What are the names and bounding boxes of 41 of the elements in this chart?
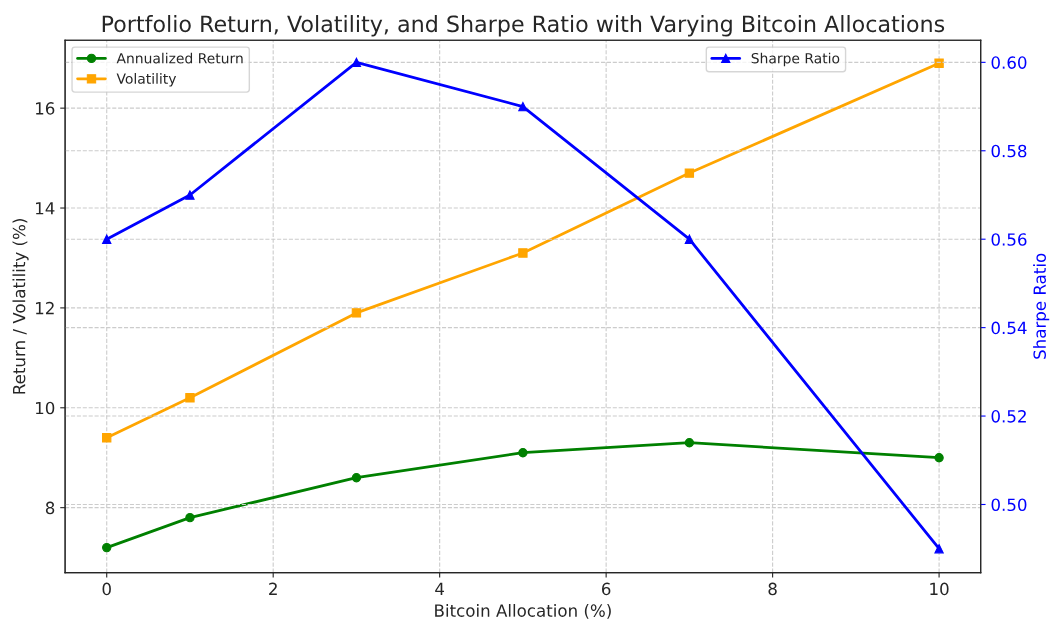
y2-axis-title: Sharpe Ratio (1033, 253, 1050, 359)
point (934, 544, 944, 554)
y2-tick-label: 0.60 (991, 56, 1027, 69)
y-axis-title: Return / Volatility (%) (12, 219, 29, 394)
y-tick-label: 10 (36, 401, 55, 415)
x-axis-title: Bitcoin Allocation (%) (435, 603, 611, 619)
point (934, 453, 944, 463)
point (185, 190, 195, 200)
y-tick-label: 14 (36, 202, 55, 215)
y2-tick-label: 0.50 (991, 498, 1027, 512)
legend-label: Volatility (116, 73, 177, 87)
x-tick-label: 0 (102, 582, 111, 596)
x-tick-label: 4 (435, 582, 445, 595)
point (684, 438, 695, 448)
y2-tick-label: 0.54 (991, 321, 1027, 335)
point (102, 433, 112, 443)
point (185, 512, 195, 523)
point (185, 393, 195, 403)
legend-label: Sharpe Ratio (751, 52, 840, 67)
point (934, 58, 944, 68)
point (102, 234, 112, 244)
point (684, 234, 695, 244)
y2-tick-label: 0.52 (991, 410, 1026, 423)
y-tick-label: 8 (45, 501, 55, 515)
point (518, 248, 528, 258)
x-tick-label: 8 (768, 582, 777, 596)
chart-title: Portfolio Return, Volatility, and Sharpe Ratio with Varying Bitcoin Allocations (102, 15, 945, 37)
point (518, 448, 528, 458)
point (351, 308, 362, 318)
x-tick-label: 10 (930, 582, 949, 596)
point (684, 168, 695, 178)
y2-tick-label: 0.58 (991, 144, 1027, 158)
y2-tick-label: 0.56 (991, 233, 1027, 246)
point (102, 542, 112, 553)
x-tick-label: 6 (602, 582, 611, 596)
x-tick-label: 2 (269, 582, 277, 595)
y-tick-label: 12 (36, 301, 54, 315)
y-tick-label: 16 (36, 102, 55, 115)
point (351, 473, 362, 483)
legend-label: Annualized Return (116, 52, 243, 64)
point (518, 101, 528, 112)
